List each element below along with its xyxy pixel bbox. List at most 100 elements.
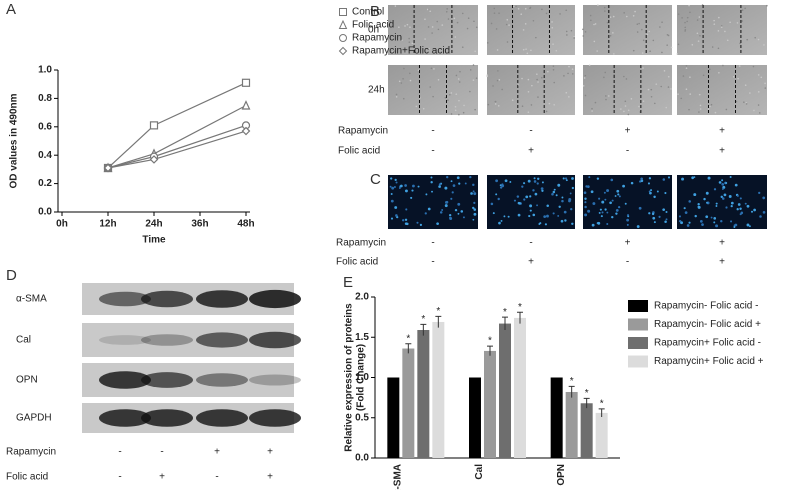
nucleus [721,182,725,186]
texture [641,52,644,54]
texture [688,108,690,111]
nucleus [739,197,742,200]
nucleus [416,221,419,224]
nucleus [404,222,408,225]
texture [605,98,607,101]
nucleus [650,189,653,192]
nucleus [430,181,433,184]
nucleus [584,197,587,200]
texture [545,12,548,15]
nucleus [523,182,526,185]
nucleus [490,202,494,206]
nucleus [555,194,558,197]
x-axis-label: Time [142,235,166,246]
nucleus [618,195,621,198]
blot-band [196,332,248,348]
nucleus [450,180,453,183]
texture [718,16,720,19]
texture [454,109,457,112]
treatment-sign: + [267,472,273,483]
nucleus [688,221,691,224]
texture [642,39,645,42]
texture [432,95,434,98]
nucleus [561,196,564,199]
nucleus [591,223,595,227]
panel-label: B [370,3,380,20]
nucleus [472,206,475,210]
texture [646,33,649,36]
legend-label: Control [352,7,384,18]
texture [642,100,645,102]
nucleus [473,208,477,211]
nucleus [697,202,700,206]
bar [595,412,608,458]
bar [432,321,445,458]
texture [606,21,609,24]
texture [490,22,493,25]
nucleus [749,225,751,228]
treatment-label: Rapamycin [6,447,56,458]
texture [609,16,612,18]
texture [536,73,538,75]
y-tick-label: 0.0 [38,207,52,218]
nucleus [495,179,499,183]
texture [524,23,527,25]
nucleus [438,183,442,186]
texture [506,41,509,43]
legend-swatch [628,355,648,368]
treatment-sign: - [529,126,532,137]
texture [400,82,403,84]
texture [661,51,663,54]
texture [749,92,751,94]
texture [680,97,683,100]
texture [659,26,661,28]
nucleus [734,223,738,227]
texture [757,91,760,93]
nucleus [615,209,619,212]
texture [707,108,710,110]
nucleus [584,205,587,209]
texture [650,88,653,91]
nucleus [744,202,747,205]
nucleus [456,176,460,180]
texture [531,84,533,87]
nucleus [564,219,567,222]
texture [764,82,766,85]
texture [402,97,405,100]
nucleus [451,191,454,194]
nucleus [533,180,537,183]
nucleus [614,195,617,197]
texture [474,50,476,53]
texture [455,93,458,95]
nucleus [507,215,510,218]
nucleus [746,204,750,208]
texture [517,8,520,10]
texture [736,22,739,24]
treatment-sign: - [118,447,121,458]
x-tick-label: 24h [145,219,162,230]
nucleus [557,214,560,217]
texture [725,108,728,111]
texture [496,79,499,82]
wound-image [583,65,672,115]
texture [612,15,615,18]
texture [568,65,570,68]
texture [406,23,409,26]
texture [486,75,489,78]
texture [713,19,715,22]
nucleus [441,209,444,211]
texture [495,28,498,30]
nucleus [736,194,739,197]
nucleus [707,176,711,180]
bar [499,323,511,458]
nucleus [693,176,696,179]
texture [540,76,543,79]
texture [732,76,735,78]
nucleus [457,212,460,215]
texture [676,53,679,55]
treatment-sign: - [118,472,121,483]
nucleus [697,205,700,208]
nucleus [626,223,629,226]
texture [764,87,767,89]
